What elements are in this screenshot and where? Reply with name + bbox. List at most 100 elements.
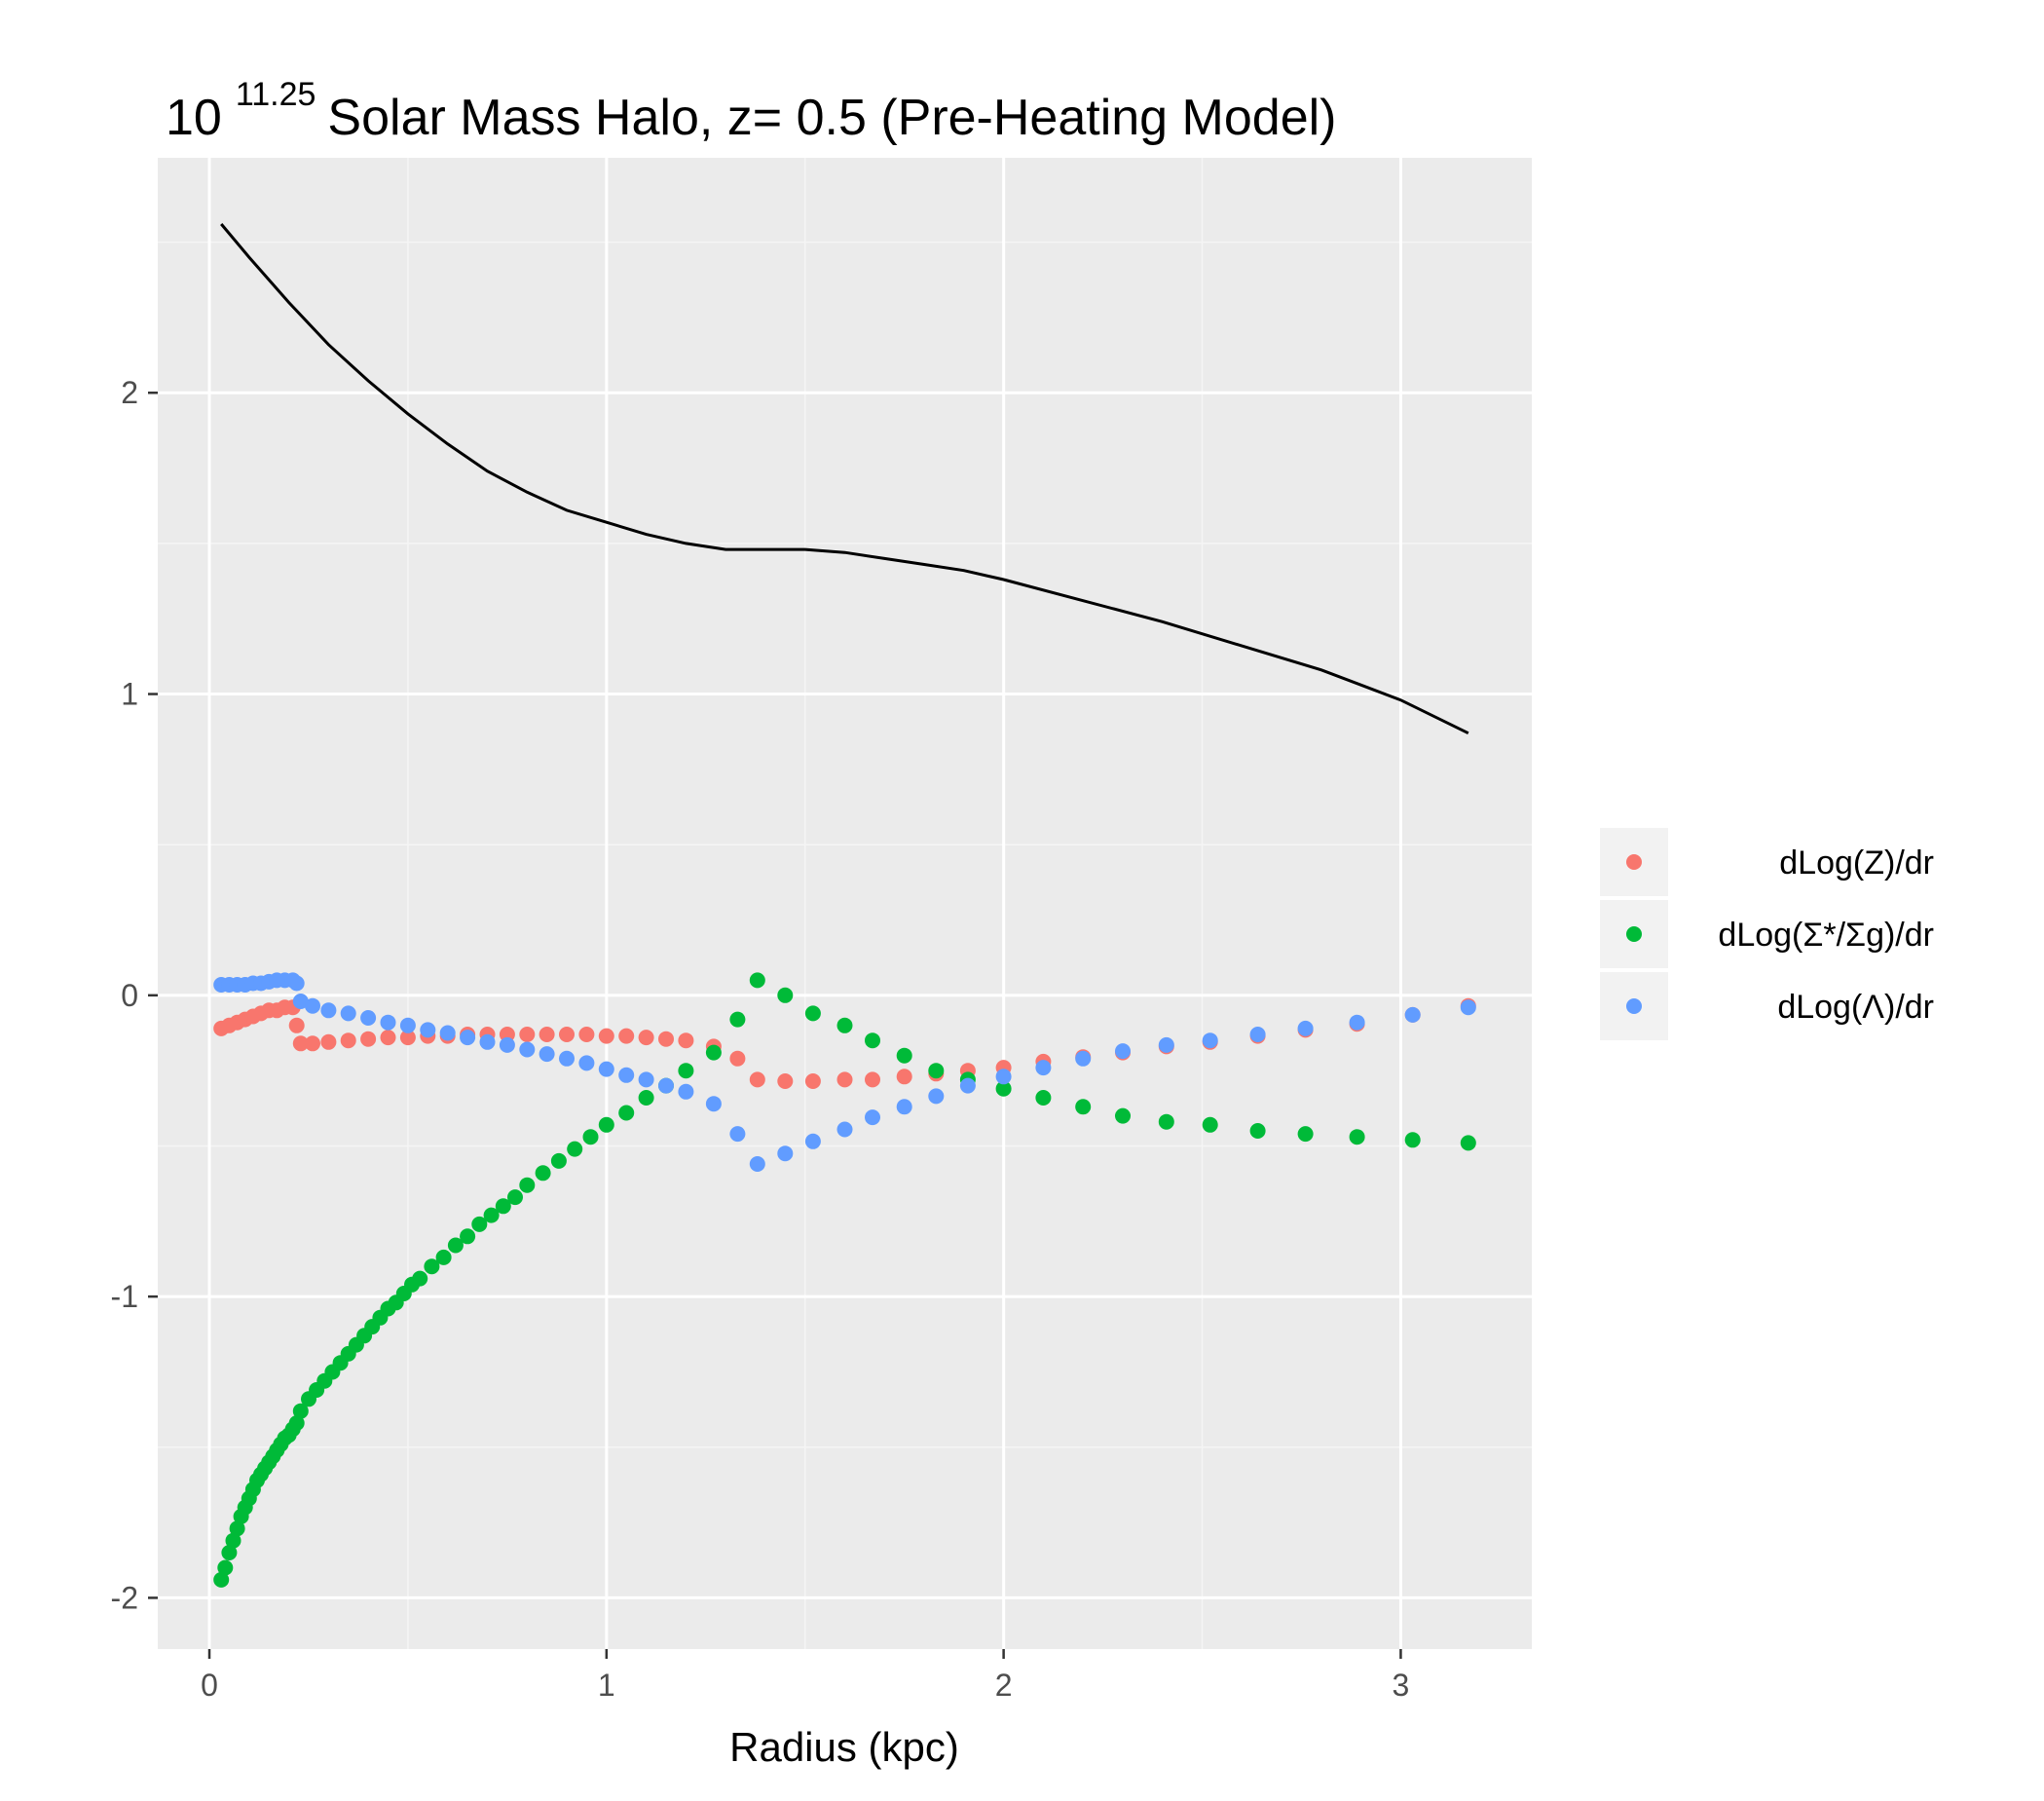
point-series-2 <box>1035 1090 1052 1106</box>
point-series-2 <box>229 1520 245 1537</box>
legend-label: dLog(Λ)/dr <box>1777 989 1934 1026</box>
chart-title-exponent: 11.25 <box>236 76 316 113</box>
point-series-3 <box>439 1025 456 1041</box>
chart-title-rest: Solar Mass Halo, z= 0.5 (Pre-Heating Mod… <box>327 90 1336 146</box>
point-series-3 <box>1202 1032 1218 1049</box>
point-series-1 <box>618 1028 635 1044</box>
point-series-3 <box>460 1030 476 1046</box>
x-tick-label: 3 <box>1393 1668 1410 1703</box>
point-series-3 <box>420 1022 436 1038</box>
point-series-3 <box>1460 999 1476 1016</box>
point-series-3 <box>288 975 305 992</box>
y-tick-label: 1 <box>121 677 138 712</box>
point-series-2 <box>995 1080 1012 1097</box>
point-series-2 <box>460 1228 476 1245</box>
point-series-3 <box>618 1067 635 1083</box>
y-tick-label: 2 <box>121 375 138 410</box>
point-series-2 <box>221 1545 238 1560</box>
point-series-3 <box>749 1156 765 1172</box>
point-series-3 <box>320 1002 337 1019</box>
point-series-2 <box>729 1011 746 1028</box>
point-series-1 <box>380 1030 396 1046</box>
point-series-3 <box>1075 1050 1092 1067</box>
point-series-2 <box>598 1116 614 1133</box>
point-series-3 <box>865 1109 880 1126</box>
point-series-1 <box>804 1073 821 1089</box>
point-series-3 <box>292 994 309 1009</box>
point-series-3 <box>658 1077 674 1094</box>
point-series-1 <box>320 1033 337 1050</box>
point-series-2 <box>424 1258 440 1275</box>
point-series-3 <box>380 1014 396 1031</box>
point-series-3 <box>678 1083 694 1100</box>
point-series-3 <box>729 1126 746 1143</box>
point-series-1 <box>896 1069 912 1085</box>
legend-key-dot <box>1626 854 1642 870</box>
point-series-2 <box>1158 1113 1174 1130</box>
point-series-3 <box>598 1061 614 1077</box>
legend-label: dLog(Z)/dr <box>1779 844 1934 882</box>
point-series-2 <box>483 1207 500 1223</box>
point-series-3 <box>479 1033 496 1050</box>
point-series-1 <box>638 1030 654 1046</box>
plot-panel <box>158 158 1532 1649</box>
point-series-2 <box>705 1044 722 1061</box>
point-series-3 <box>705 1096 722 1112</box>
point-series-3 <box>896 1099 912 1115</box>
point-series-1 <box>559 1027 575 1042</box>
point-series-3 <box>1249 1027 1266 1042</box>
chart-title: 10 11.25 Solar Mass Halo, z= 0.5 (Pre-Heat… <box>166 76 1337 146</box>
line-series <box>220 223 1469 735</box>
point-series-1 <box>340 1032 356 1049</box>
y-axis: -2 -1 0 1 2 <box>111 375 158 1615</box>
x-tick-label: 1 <box>598 1668 615 1703</box>
point-series-1 <box>399 1030 416 1046</box>
point-series-2 <box>471 1216 488 1232</box>
point-series-2 <box>1460 1135 1476 1151</box>
point-series-3 <box>499 1036 515 1053</box>
point-series-1 <box>519 1027 536 1042</box>
point-series-2 <box>777 987 794 1003</box>
point-series-2 <box>1202 1116 1218 1133</box>
legend-key-dot <box>1626 998 1642 1014</box>
point-series-1 <box>288 1017 305 1033</box>
point-series-3 <box>959 1077 976 1094</box>
point-series-3 <box>519 1041 536 1058</box>
point-series-2 <box>213 1571 230 1588</box>
legend: dLog(Z)/dr dLog(Σ*/Σg)/dr dLog(Λ)/dr <box>1600 828 1934 1040</box>
point-series-3 <box>340 1005 356 1022</box>
point-series-2 <box>1075 1099 1092 1115</box>
point-series-1 <box>836 1071 853 1088</box>
point-series-2 <box>535 1165 551 1182</box>
grid-major <box>158 158 1532 1649</box>
point-series-2 <box>896 1047 912 1064</box>
point-series-2 <box>412 1270 428 1287</box>
point-series-3 <box>1297 1020 1314 1036</box>
y-tick-label: -2 <box>111 1580 138 1615</box>
point-series-1 <box>729 1050 746 1067</box>
point-series-1 <box>305 1035 320 1052</box>
point-series-3 <box>1035 1060 1052 1076</box>
point-series-2 <box>582 1129 599 1145</box>
point-series-3 <box>804 1133 821 1149</box>
point-series-1 <box>292 1035 309 1052</box>
y-tick-label: 0 <box>121 978 138 1013</box>
point-series-3 <box>638 1071 654 1088</box>
point-series-2 <box>1349 1129 1365 1145</box>
point-series-1 <box>749 1071 765 1088</box>
point-series-1 <box>598 1028 614 1044</box>
point-series-3 <box>1404 1006 1421 1023</box>
point-series-2 <box>638 1090 654 1106</box>
chart-title-base: 10 <box>166 90 222 146</box>
point-series-3 <box>578 1055 595 1071</box>
point-series-3 <box>539 1046 555 1063</box>
point-series-3 <box>995 1069 1012 1085</box>
point-series-3 <box>777 1145 794 1162</box>
point-series-2 <box>804 1005 821 1022</box>
point-series-2 <box>507 1189 523 1206</box>
point-series-3 <box>399 1017 416 1033</box>
scatter-points <box>213 972 1476 1588</box>
x-tick-label: 2 <box>995 1668 1013 1703</box>
point-series-3 <box>360 1010 377 1026</box>
point-series-2 <box>519 1177 536 1193</box>
